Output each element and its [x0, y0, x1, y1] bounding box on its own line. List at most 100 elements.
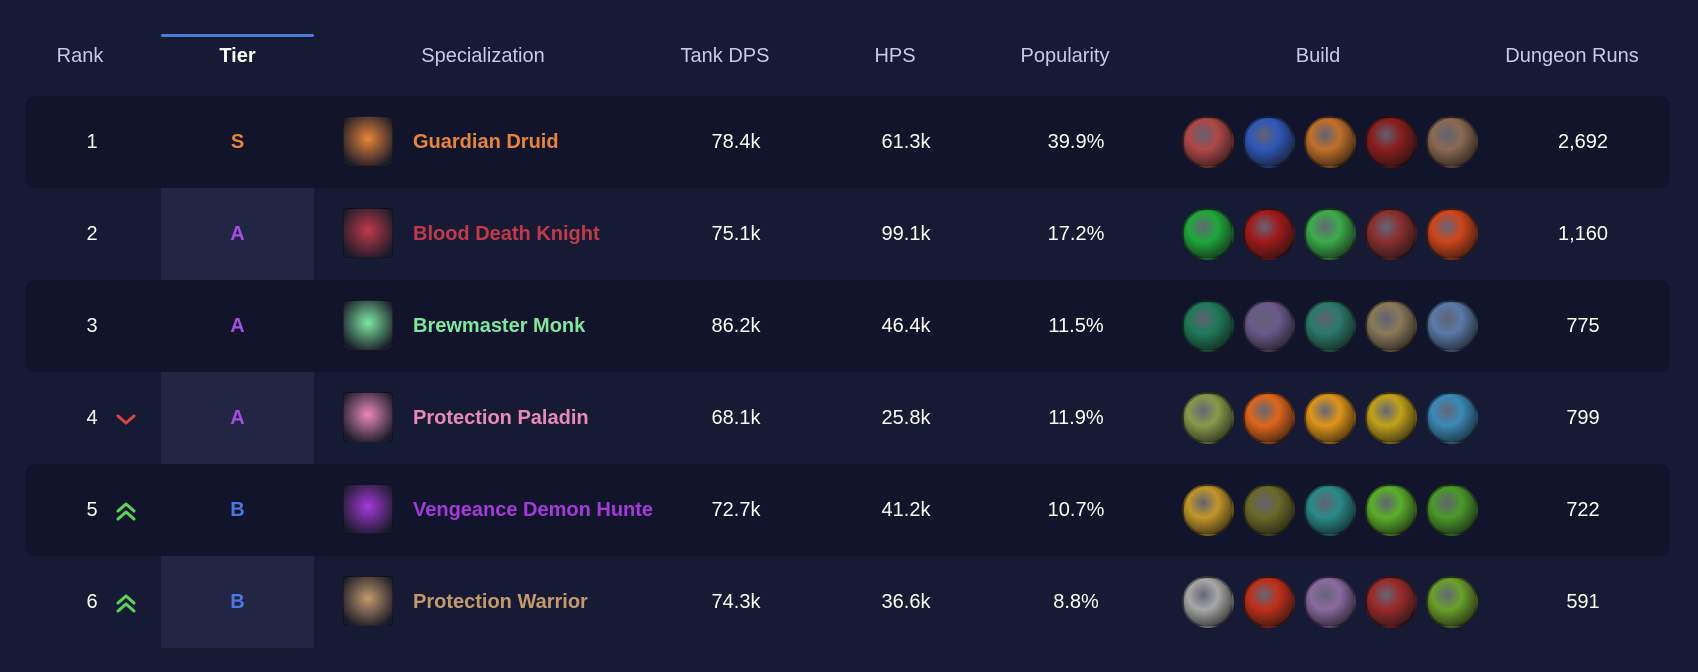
tier-column-highlight	[161, 96, 314, 648]
rank-up-icon	[113, 498, 139, 524]
spec-name-link[interactable]: Protection Paladin	[413, 407, 589, 429]
dungeon-runs-value: 799	[1566, 407, 1600, 429]
popularity-value: 8.8%	[1053, 591, 1099, 613]
tier-badge: B	[230, 499, 245, 521]
spec-name-link[interactable]: Blood Death Knight	[413, 223, 600, 245]
talent-icon[interactable]	[1182, 116, 1234, 168]
dungeon-runs-value: 2,692	[1557, 131, 1609, 153]
talent-icon[interactable]	[1304, 208, 1356, 260]
spec-name-link[interactable]: Vengeance Demon Hunter	[413, 499, 653, 521]
talent-icon[interactable]	[1182, 300, 1234, 352]
talent-icon[interactable]	[1426, 116, 1478, 168]
talent-icon[interactable]	[1365, 116, 1417, 168]
rank-number: 3	[86, 315, 98, 337]
popularity-value: 39.9%	[1047, 131, 1105, 153]
rank-number: 6	[86, 591, 98, 613]
table-header: Rank Tier Specialization Tank DPS HPS Po…	[0, 36, 1698, 76]
build-talents	[1182, 116, 1482, 168]
build-talents	[1182, 484, 1482, 536]
talent-icon[interactable]	[1304, 484, 1356, 536]
talent-icon[interactable]	[1304, 116, 1356, 168]
talent-icon[interactable]	[1426, 484, 1478, 536]
talent-icon[interactable]	[1243, 300, 1295, 352]
tank-dps-value: 74.3k	[711, 591, 761, 613]
warrior-shield-icon	[343, 576, 393, 626]
build-talents	[1182, 576, 1482, 628]
spec-name-link[interactable]: Guardian Druid	[413, 131, 559, 153]
table-row[interactable]: 6 B Protection Warrior 74.3k 36.6k 8.8% 591	[0, 556, 1698, 648]
spec-name-link[interactable]: Brewmaster Monk	[413, 315, 586, 337]
talent-icon[interactable]	[1182, 392, 1234, 444]
talent-icon[interactable]	[1304, 392, 1356, 444]
hps-value: 41.2k	[881, 499, 931, 521]
talent-icon[interactable]	[1182, 208, 1234, 260]
dungeon-runs-value: 591	[1566, 591, 1600, 613]
rank-number: 2	[86, 223, 98, 245]
popularity-value: 11.9%	[1048, 407, 1104, 429]
table-row[interactable]: 5 B Vengeance Demon Hunter 72.7k 41.2k 10.7% 7…	[0, 464, 1698, 556]
talent-icon[interactable]	[1426, 576, 1478, 628]
build-talents	[1182, 300, 1482, 352]
tank-dps-value: 68.1k	[711, 407, 761, 429]
spec-name-link[interactable]: Protection Warrior	[413, 591, 588, 613]
talent-icon[interactable]	[1182, 576, 1234, 628]
monk-icon	[343, 300, 393, 350]
header-specialization[interactable]: Specialization	[421, 45, 545, 67]
hps-value: 61.3k	[881, 131, 931, 153]
header-build: Build	[1295, 45, 1341, 67]
talent-icon[interactable]	[1243, 392, 1295, 444]
build-talents	[1182, 392, 1482, 444]
dungeon-runs-value: 1,160	[1557, 223, 1609, 245]
tier-sort-indicator	[161, 34, 314, 37]
header-tank-dps[interactable]: Tank DPS	[680, 45, 770, 67]
hps-value: 99.1k	[881, 223, 931, 245]
table-row[interactable]: 4 A Protection Paladin 68.1k 25.8k 11.9% 799	[0, 372, 1698, 464]
tank-dps-value: 78.4k	[711, 131, 761, 153]
talent-icon[interactable]	[1365, 484, 1417, 536]
talent-icon[interactable]	[1304, 300, 1356, 352]
tank-dps-value: 86.2k	[711, 315, 761, 337]
header-popularity[interactable]: Popularity	[1020, 45, 1110, 67]
header-dungeon-runs[interactable]: Dungeon Runs	[1505, 45, 1639, 67]
tier-badge: B	[230, 591, 245, 613]
hps-value: 25.8k	[881, 407, 931, 429]
dungeon-runs-value: 775	[1566, 315, 1600, 337]
talent-icon[interactable]	[1304, 576, 1356, 628]
tier-badge: S	[230, 131, 245, 153]
talent-icon[interactable]	[1365, 208, 1417, 260]
rank-up-icon	[113, 590, 139, 616]
paladin-helm-icon	[343, 392, 393, 442]
table-row[interactable]: 1 S Guardian Druid 78.4k 61.3k 39.9% 2,692	[0, 96, 1698, 188]
talent-icon[interactable]	[1243, 484, 1295, 536]
talent-icon[interactable]	[1243, 208, 1295, 260]
talent-icon[interactable]	[1426, 208, 1478, 260]
rank-number: 4	[86, 407, 98, 429]
talent-icon[interactable]	[1426, 392, 1478, 444]
header-hps[interactable]: HPS	[874, 45, 916, 67]
talent-icon[interactable]	[1182, 484, 1234, 536]
table-row[interactable]: 2 A Blood Death Knight 75.1k 99.1k 17.2% 1,160	[0, 188, 1698, 280]
dungeon-runs-value: 722	[1566, 499, 1600, 521]
tank-dps-value: 75.1k	[711, 223, 761, 245]
tier-badge: A	[230, 223, 245, 245]
talent-icon[interactable]	[1365, 300, 1417, 352]
tier-badge: A	[230, 315, 245, 337]
talent-icon[interactable]	[1365, 576, 1417, 628]
talent-icon[interactable]	[1243, 576, 1295, 628]
talent-icon[interactable]	[1365, 392, 1417, 444]
rank-number: 1	[86, 131, 98, 153]
talent-icon[interactable]	[1426, 300, 1478, 352]
bear-paw-icon	[343, 116, 393, 166]
popularity-value: 10.7%	[1047, 499, 1105, 521]
header-tier[interactable]: Tier	[219, 45, 256, 67]
tier-badge: A	[230, 407, 245, 429]
table-row[interactable]: 3 A Brewmaster Monk 86.2k 46.4k 11.5% 775	[0, 280, 1698, 372]
rank-number: 5	[86, 499, 98, 521]
hps-value: 46.4k	[881, 315, 931, 337]
hps-value: 36.6k	[881, 591, 931, 613]
demon-hunter-icon	[343, 484, 393, 534]
talent-icon[interactable]	[1243, 116, 1295, 168]
build-talents	[1182, 208, 1482, 260]
header-rank[interactable]: Rank	[56, 45, 104, 67]
